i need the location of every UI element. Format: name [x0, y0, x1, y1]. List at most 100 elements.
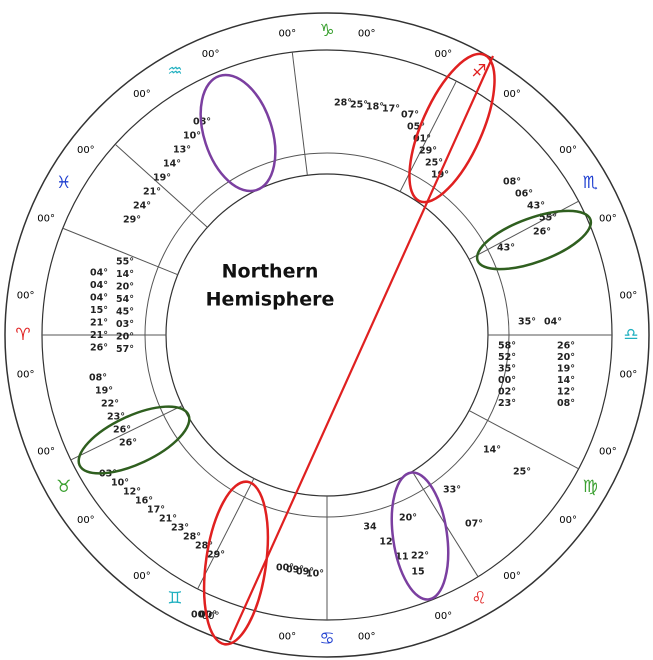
degree-label: 57°	[116, 344, 134, 355]
sign-glyph: ♊	[167, 588, 182, 608]
center-text: Hemisphere	[206, 289, 335, 311]
degree-label: 02°	[498, 387, 516, 398]
degree-label: 20°	[116, 332, 134, 343]
cusp-degree: 00°	[37, 214, 55, 225]
sign-glyph: ♏	[583, 173, 598, 193]
degree-label: 14°	[116, 269, 134, 280]
degree-label: 05°	[407, 122, 425, 133]
cusp-degree: 00°	[620, 370, 638, 381]
degree-label: 43°	[527, 201, 545, 212]
degree-label: 15°	[90, 305, 108, 316]
house-line	[70, 405, 183, 461]
house-line	[197, 478, 255, 590]
degree-label: 14°	[483, 445, 501, 456]
cusp-degree: 00°	[559, 515, 577, 526]
degree-label: 04°	[90, 280, 108, 291]
degree-label: 29°	[419, 146, 437, 157]
degree-label: 20°	[557, 352, 575, 363]
degree-label: 00°	[276, 563, 294, 574]
degree-label: 00°	[498, 375, 516, 386]
sign-glyph: ♐	[471, 62, 486, 82]
degree-label: 10°	[306, 569, 324, 580]
highlight-ellipse	[475, 209, 593, 271]
highlight-ellipse	[390, 471, 450, 601]
highlight-ellipse	[199, 73, 277, 193]
degree-label: 00°	[199, 610, 217, 621]
degree-label: 20°	[399, 513, 417, 524]
degree-label: 45°	[116, 307, 134, 318]
degree-label: 26°	[113, 425, 131, 436]
cusp-degree: 00°	[358, 29, 376, 40]
degree-label: 14°	[557, 375, 575, 386]
degree-clusters: 35° 04°58°52°35°00°02°23°26°20°19°14°12°0…	[89, 98, 575, 621]
degree-label: 07°	[401, 110, 419, 121]
cusp-degree: 00°	[599, 446, 617, 457]
degree-label: 09°	[286, 565, 304, 576]
house-line	[291, 52, 308, 176]
degree-label: 55°	[539, 213, 557, 224]
degree-label: 19°	[557, 364, 575, 375]
axis-line	[228, 55, 495, 641]
degree-label: 13°	[173, 145, 191, 156]
degree-label: 21°	[143, 187, 161, 198]
highlight-ellipse	[202, 480, 270, 646]
degree-label: 00°	[191, 610, 209, 621]
sign-glyph: ♈	[15, 325, 30, 345]
cusp-degree: 00°	[77, 515, 95, 526]
cusp-degree: 00°	[358, 631, 376, 642]
degree-label: 25°	[425, 158, 443, 169]
cusp-degree: 00°	[37, 446, 55, 457]
highlight-ellipse	[77, 405, 191, 475]
cusp-degree: 00°	[133, 89, 151, 100]
degree-label: 07°	[465, 519, 483, 530]
degree-label: 21°	[159, 514, 177, 525]
degree-label: 14°	[163, 159, 181, 170]
cusp-degree: 00°	[503, 571, 521, 582]
degree-label: 06°	[515, 189, 533, 200]
degree-label: 04°	[90, 268, 108, 279]
house-line	[468, 410, 579, 470]
cusp-degree: 00°	[599, 214, 617, 225]
degree-label: 35°	[498, 364, 516, 375]
degree-label: 23°	[107, 412, 125, 423]
cusp-degree: 00°	[202, 49, 220, 60]
cusp-degree: 00°	[133, 571, 151, 582]
degree-label: 08°	[557, 398, 575, 409]
degree-label: 34	[363, 522, 377, 533]
cusp-degree: 00°	[434, 611, 452, 622]
sign-glyph: ♉	[56, 477, 71, 497]
degree-label: 23°	[171, 523, 189, 534]
sign-labels: ♈00°00°♉00°00°♊00°00°♋00° 00°♌00°00°♍00°0…	[15, 21, 638, 649]
degree-label: 08°	[89, 373, 107, 384]
sign-glyph: ♍	[583, 477, 598, 497]
degree-label: 09°	[296, 567, 314, 578]
degree-label: 26°	[119, 438, 137, 449]
house-line	[114, 143, 208, 228]
cusp-degree: 00°	[620, 290, 638, 301]
degree-label: 01°	[413, 134, 431, 145]
degree-label: 24°	[133, 201, 151, 212]
degree-label: 22°	[411, 551, 429, 562]
sign-glyph: ♑	[319, 21, 334, 41]
center-text: Northern	[222, 261, 319, 283]
degree-label: 12°	[123, 487, 141, 498]
degree-label: 17°	[382, 104, 400, 115]
sign-glyph: ♎	[623, 325, 638, 345]
cusp-degree: 00°	[17, 370, 35, 381]
degree-label: 29°	[207, 550, 225, 561]
house-lines	[42, 52, 612, 620]
cusp-degree: 00°	[202, 611, 220, 622]
degree-label: 26°	[90, 343, 108, 354]
degree-label: 58°	[498, 341, 516, 352]
sign-glyph: ♒	[167, 62, 182, 82]
degree-label: 21°	[90, 318, 108, 329]
degree-label: 12	[379, 537, 392, 548]
cusp-degree: 00°	[17, 290, 35, 301]
cusp-degree: 00°	[278, 29, 296, 40]
degree-label: 43°	[497, 243, 515, 254]
degree-label: 12°	[557, 387, 575, 398]
degree-label: 04°	[544, 317, 562, 328]
degree-label: 19°	[153, 173, 171, 184]
sign-glyph: ♋	[319, 629, 334, 649]
